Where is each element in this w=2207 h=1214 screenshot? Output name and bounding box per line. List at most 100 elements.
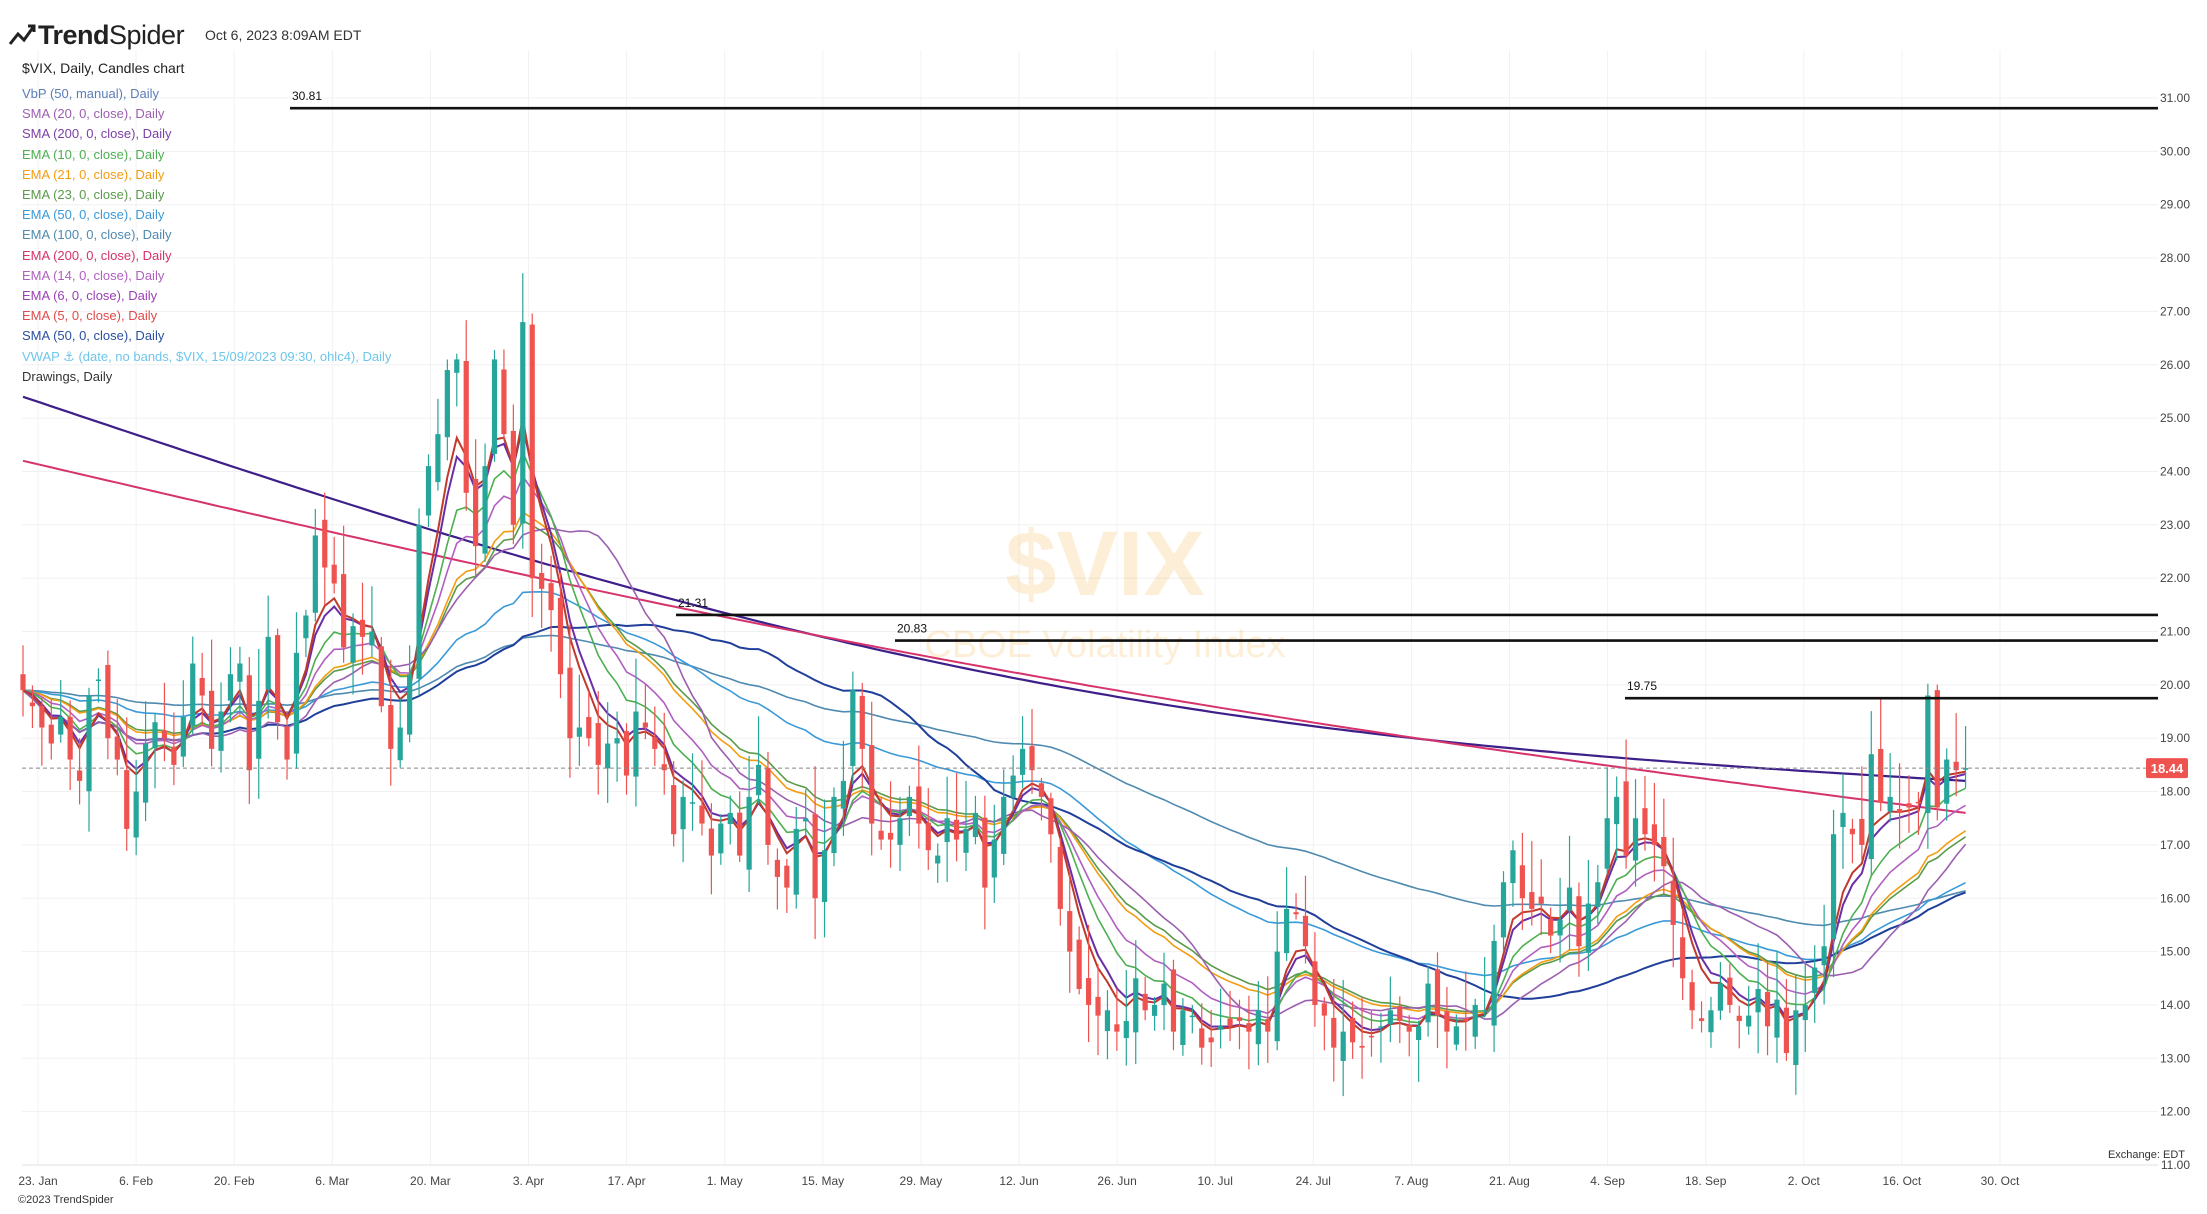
candle-body [1830, 834, 1837, 940]
candle-body [642, 722, 648, 728]
legend-item[interactable]: VbP (50, manual), Daily [22, 86, 160, 101]
legend-item[interactable]: EMA (6, 0, close), Daily [22, 288, 158, 304]
candle-body [444, 370, 450, 438]
legend-item[interactable]: EMA (21, 0, close), Daily [22, 166, 165, 182]
candle-body [1887, 796, 1893, 812]
x-tick-label: 6. Feb [119, 1174, 153, 1188]
candle-body [1133, 978, 1139, 1033]
candle-body [473, 479, 479, 547]
candle-body [1538, 896, 1544, 904]
x-tick-label: 15. May [801, 1174, 844, 1188]
x-tick-label: 2. Oct [1788, 1174, 1821, 1188]
sma-50-line [22, 623, 1966, 1000]
candle-body [199, 677, 205, 696]
legend-item[interactable]: EMA (200, 0, close), Daily [22, 247, 172, 263]
candle-body [425, 466, 432, 516]
legend-item[interactable]: SMA (200, 0, close), Daily [22, 126, 172, 142]
last-price-label: 18.44 [2151, 761, 2184, 776]
candle-body [95, 679, 102, 682]
candle-body [774, 859, 780, 877]
candle-body [737, 812, 743, 856]
candle-body [1218, 1026, 1224, 1030]
candle-body [171, 746, 177, 765]
x-tick-label: 21. Aug [1489, 1174, 1530, 1188]
level-label: 21.31 [678, 596, 708, 610]
copyright: ©2023 TrendSpider [18, 1194, 114, 1206]
legend-item[interactable]: EMA (50, 0, close), Daily [22, 207, 165, 223]
candle-body [1340, 1031, 1346, 1061]
candle-body [812, 814, 818, 899]
candle-body [1397, 1006, 1403, 1021]
y-tick-label: 19.00 [2160, 731, 2190, 745]
chart-title[interactable]: $VIX, Daily, Candles chart [22, 60, 185, 76]
candle-body [29, 702, 36, 707]
candle-body [1962, 768, 1969, 770]
y-tick-label: 13.00 [2160, 1051, 2190, 1065]
candle-body [1727, 977, 1733, 1005]
candle-body [1114, 1024, 1120, 1032]
candle-body [1849, 828, 1856, 835]
y-tick-label: 15.00 [2160, 945, 2190, 959]
candle-body [1632, 818, 1639, 861]
y-tick-label: 16.00 [2160, 891, 2190, 905]
y-tick-label: 25.00 [2160, 411, 2190, 425]
candle-body [633, 711, 639, 777]
candle-body [1463, 1018, 1469, 1021]
candle-body [652, 737, 658, 749]
ema-50-line [22, 590, 1966, 977]
candle-body [86, 695, 92, 792]
candle-body [1265, 1019, 1271, 1032]
y-tick-label: 27.00 [2160, 304, 2190, 318]
candle-body [1359, 1045, 1365, 1048]
legend-item[interactable]: EMA (23, 0, close), Daily [22, 187, 165, 203]
level-label: 19.75 [1627, 679, 1657, 693]
candle-body [520, 322, 526, 524]
candle-body [293, 652, 300, 754]
candle-body [1387, 1010, 1393, 1024]
x-tick-label: 6. Mar [315, 1174, 349, 1188]
candle-body [831, 796, 837, 854]
candle-body [1491, 940, 1497, 1026]
legend-item[interactable]: SMA (20, 0, close), Daily [22, 106, 165, 122]
legend-item[interactable]: EMA (14, 0, close), Daily [22, 267, 165, 283]
candle-body [803, 818, 809, 822]
candle-body [595, 723, 601, 765]
candle-body [1906, 803, 1912, 808]
watermark-ticker: $VIX [1005, 513, 1204, 615]
candle-body [944, 818, 950, 843]
candle-body [1623, 781, 1629, 856]
candle-body [680, 796, 686, 830]
candle-body [435, 434, 441, 483]
candle-body [765, 767, 771, 845]
legend-item[interactable]: SMA (50, 0, close), Daily [22, 328, 165, 344]
candle-body [105, 664, 111, 739]
candle-body [180, 716, 186, 757]
candle-body [755, 764, 762, 796]
candle-body [369, 631, 375, 646]
candle-body [341, 574, 347, 648]
legend-item[interactable]: EMA (10, 0, close), Daily [22, 146, 165, 162]
legend-item[interactable]: EMA (100, 0, close), Daily [22, 227, 172, 243]
legend-item[interactable]: Drawings, Daily [22, 368, 113, 384]
candle-body [1104, 1010, 1111, 1032]
legend-item[interactable]: VWAP ⚓ (date, no bands, $VIX, 15/09/2023… [22, 348, 392, 364]
candle-body [1519, 865, 1525, 899]
candle-body [1500, 882, 1507, 938]
candle-body [1585, 903, 1591, 953]
legend-item[interactable]: EMA (5, 0, close), Daily [22, 308, 158, 324]
candles [20, 273, 1969, 1097]
x-tick-label: 26. Jun [1097, 1174, 1136, 1188]
candle-body [708, 828, 714, 856]
candle-body [1708, 1010, 1714, 1033]
candle-body [1236, 1017, 1243, 1021]
candle-body [256, 700, 262, 759]
candle-body [1227, 1018, 1233, 1027]
y-tick-label: 23.00 [2160, 518, 2190, 532]
candle-body [727, 812, 733, 825]
candle-body [275, 635, 281, 723]
candle-body [1604, 818, 1610, 869]
y-tick-label: 14.00 [2160, 998, 2190, 1012]
candle-body [1859, 818, 1865, 845]
